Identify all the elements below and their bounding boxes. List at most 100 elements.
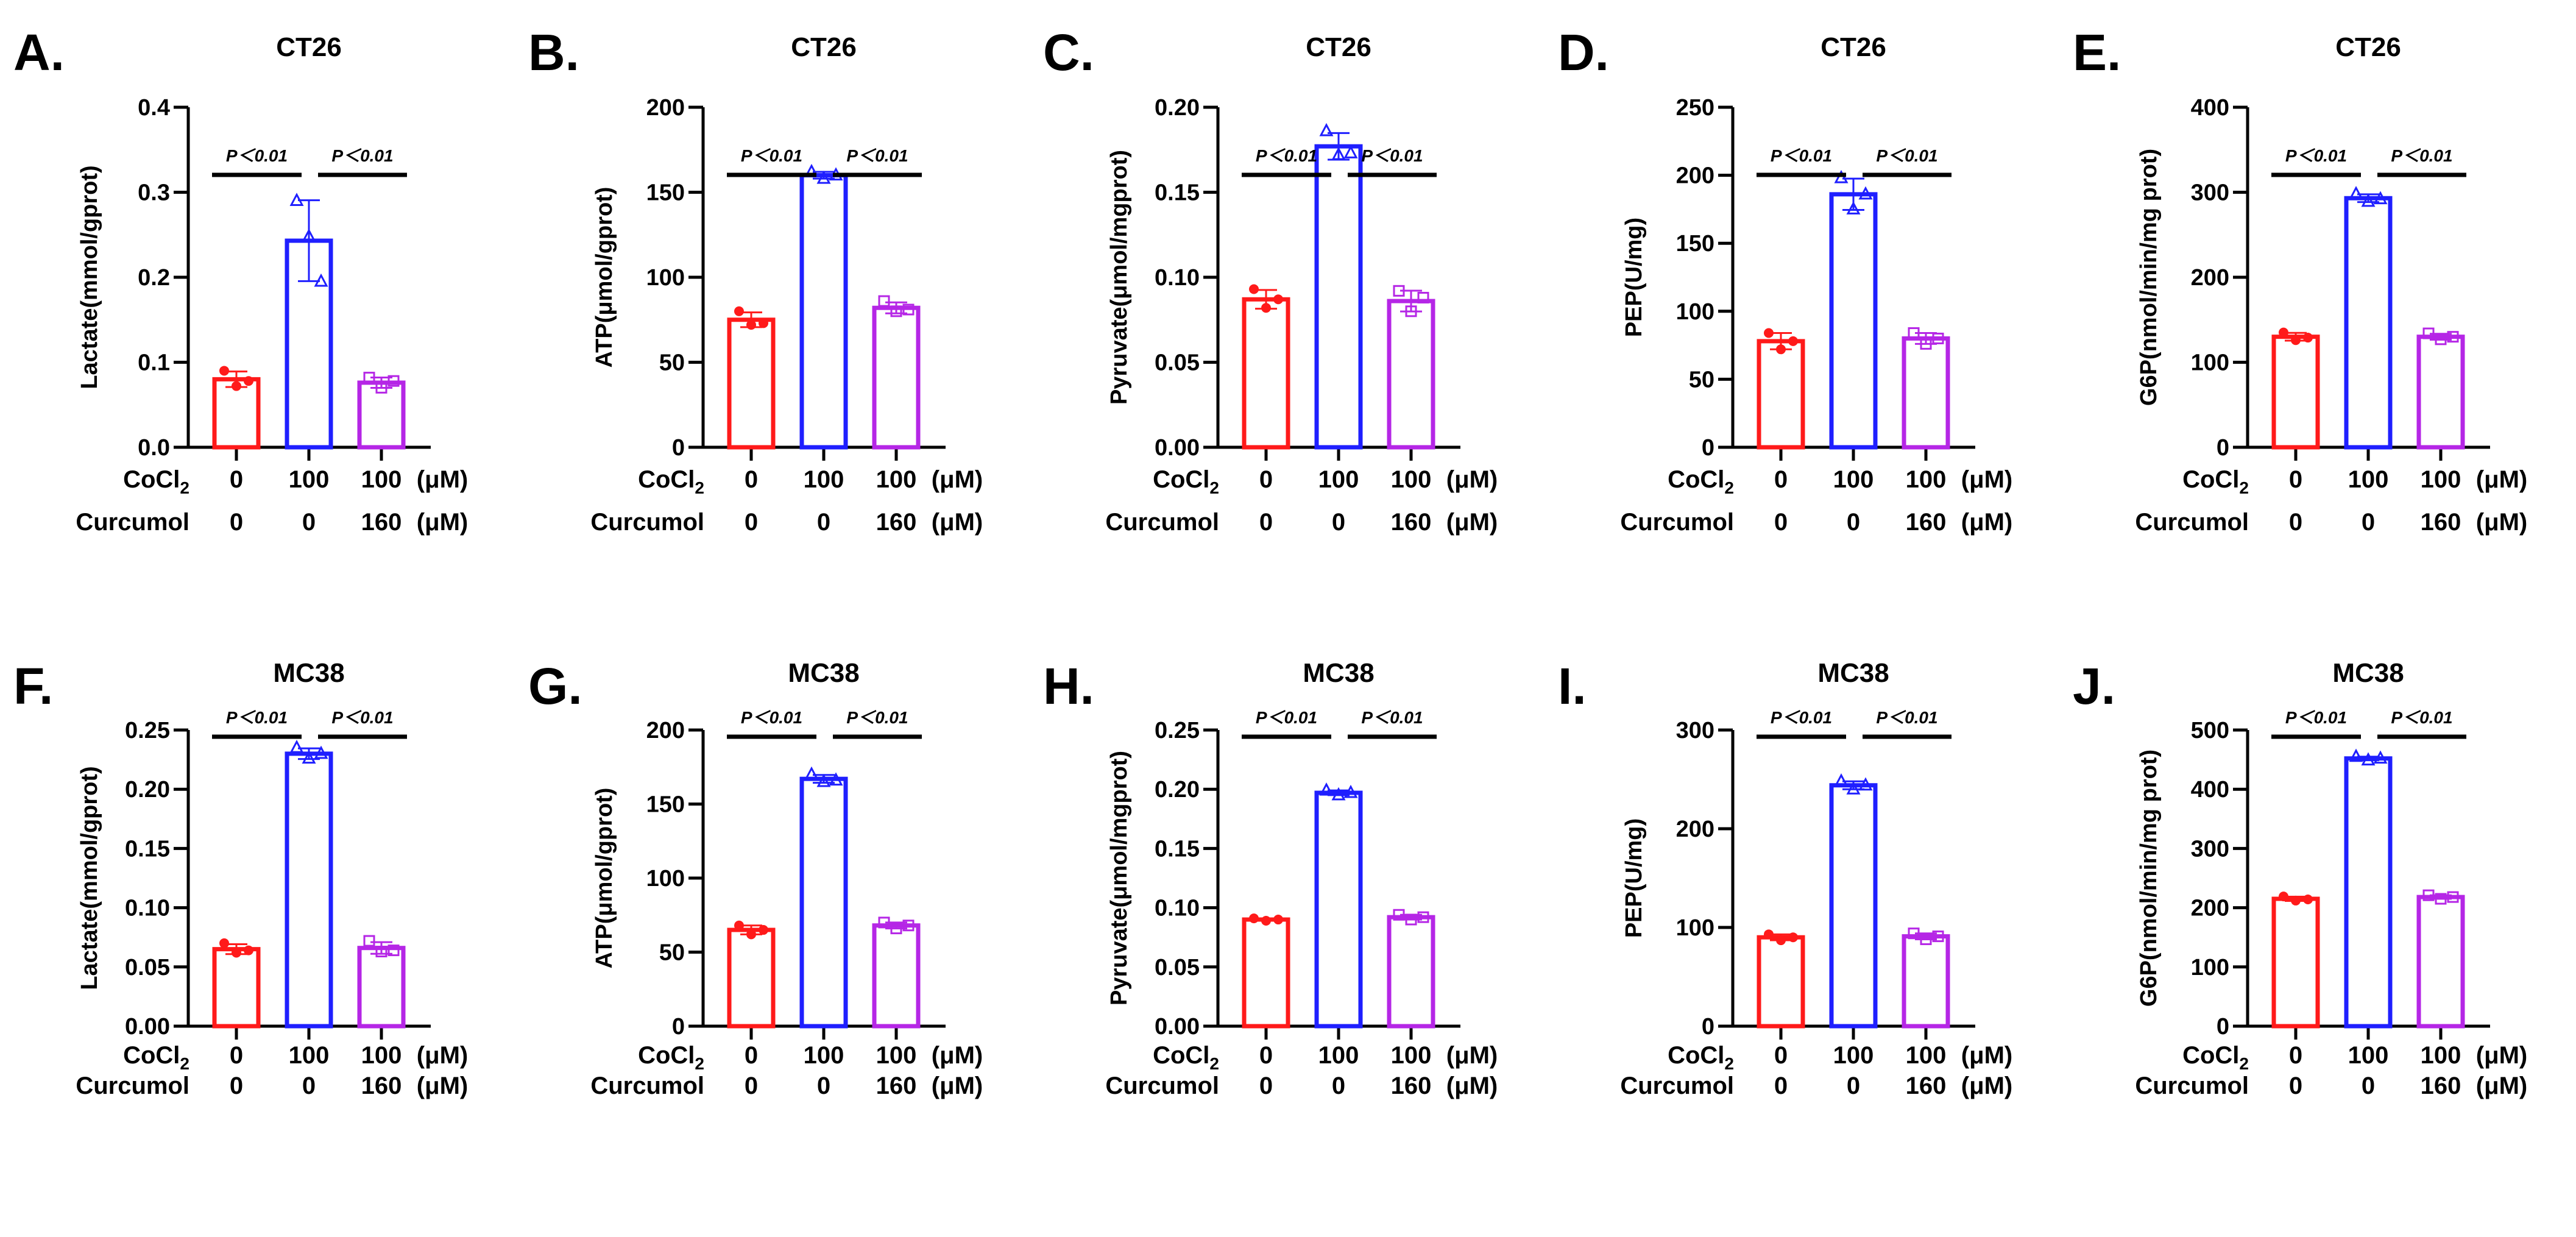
row-label-curcumol: Curcumol xyxy=(1105,509,1219,536)
data-point xyxy=(2349,748,2363,762)
curcumol-value: 0 xyxy=(745,509,758,536)
row-label-cocl2: CoCl2 xyxy=(1668,1042,1734,1073)
unit-label: (μM) xyxy=(417,1072,468,1099)
cocl2-value: 0 xyxy=(2289,1042,2302,1069)
curcumol-value: 0 xyxy=(1259,1072,1273,1099)
bar xyxy=(872,923,921,1029)
row-label-subscript: 2 xyxy=(2239,1054,2249,1073)
data-point xyxy=(363,372,375,384)
data-point xyxy=(1846,781,1861,795)
data-point xyxy=(1932,332,1944,344)
panel-title: CT26 xyxy=(1821,32,1886,62)
row-label-cocl2: CoCl2 xyxy=(123,466,189,497)
row-label-cocl2: CoCl2 xyxy=(2182,1042,2249,1073)
y-tick-label: 400 xyxy=(2191,777,2229,803)
curcumol-value: 160 xyxy=(2421,509,2461,536)
row-label-subscript: 2 xyxy=(180,1054,189,1073)
row-label-curcumol: Curcumol xyxy=(2135,1072,2249,1099)
unit-label: (μM) xyxy=(932,1042,983,1069)
row-label-curcumol: Curcumol xyxy=(1620,509,1734,536)
y-tick-label: 0.15 xyxy=(1155,180,1200,206)
y-tick-label: 0.00 xyxy=(1155,435,1200,461)
row-label-subscript: 2 xyxy=(1209,1054,1219,1073)
cocl2-value: 100 xyxy=(1318,1042,1359,1069)
row-label-main: CoCl xyxy=(2182,466,2239,493)
y-tick-label: 0.20 xyxy=(125,777,170,803)
significance-label: P＜0.01 xyxy=(2285,146,2347,165)
unit-label: (μM) xyxy=(2476,1042,2527,1069)
bar xyxy=(799,776,848,1029)
row-label-cocl2: CoCl2 xyxy=(638,1042,704,1073)
y-tick-label: 0.3 xyxy=(138,180,170,206)
significance-label: P＜0.01 xyxy=(1771,146,1832,165)
y-axis-label: ATP(μmol/gprot) xyxy=(592,187,617,368)
data-point xyxy=(2291,895,2301,906)
y-tick-label: 100 xyxy=(1676,299,1714,325)
significance-label: P＜0.01 xyxy=(741,146,802,165)
data-point xyxy=(1405,913,1417,926)
data-point xyxy=(1776,344,1786,355)
curcumol-value: 160 xyxy=(1391,509,1432,536)
y-tick-label: 250 xyxy=(1676,95,1714,121)
panel-letter: G. xyxy=(528,657,582,715)
cocl2-value: 0 xyxy=(230,466,243,493)
y-axis-label: G6P(nmol/min/mg prot) xyxy=(2136,149,2162,406)
curcumol-value: 160 xyxy=(2421,1072,2461,1099)
y-tick-label: 0.1 xyxy=(138,350,170,376)
data-point xyxy=(878,916,890,929)
data-point xyxy=(1343,145,1358,158)
unit-label: (μM) xyxy=(1446,1072,1498,1099)
y-tick-label: 0.00 xyxy=(1155,1014,1200,1040)
data-point xyxy=(387,375,400,387)
y-axis-label: PEP(U/mg) xyxy=(1621,818,1647,938)
y-tick-label: 100 xyxy=(646,265,685,291)
data-point xyxy=(804,766,819,780)
data-point xyxy=(232,381,241,391)
curcumol-value: 0 xyxy=(1332,509,1345,536)
curcumol-value: 0 xyxy=(2362,1072,2375,1099)
data-point xyxy=(232,948,241,958)
panel-title: MC38 xyxy=(1817,658,1889,688)
panel-letter: H. xyxy=(1043,657,1094,715)
panel-title: CT26 xyxy=(791,32,857,62)
data-point xyxy=(1261,303,1271,313)
y-tick-label: 150 xyxy=(646,180,685,206)
y-tick-label: 500 xyxy=(2191,718,2229,743)
significance-label: P＜0.01 xyxy=(1876,708,1937,727)
data-point xyxy=(1331,787,1346,801)
data-point xyxy=(1405,305,1417,317)
data-point xyxy=(1273,915,1283,925)
unit-label: (μM) xyxy=(1446,1042,1498,1069)
curcumol-value: 0 xyxy=(2289,1072,2302,1099)
data-point xyxy=(375,381,387,394)
y-tick-label: 200 xyxy=(2191,896,2229,921)
panel-letter: I. xyxy=(1558,657,1587,715)
significance-label: P＜0.01 xyxy=(2391,708,2452,727)
data-point xyxy=(1920,933,1932,945)
y-tick-label: 0.05 xyxy=(1155,350,1200,376)
bar xyxy=(727,317,776,450)
row-label-subscript: 2 xyxy=(1724,1054,1734,1073)
row-label-curcumol: Curcumol xyxy=(1105,1072,1219,1099)
data-point xyxy=(1834,169,1849,183)
row-label-cocl2: CoCl2 xyxy=(1153,1042,1219,1073)
data-point xyxy=(2422,889,2435,901)
significance-label: P＜0.01 xyxy=(1876,146,1937,165)
curcumol-value: 0 xyxy=(1847,509,1860,536)
panel-letter: E. xyxy=(2073,24,2121,81)
significance-label: P＜0.01 xyxy=(2285,708,2347,727)
y-tick-label: 0.10 xyxy=(1155,265,1200,291)
panel-f: F. MC38 Lactate(mmol/gprot) 0.00 0.05 0.10 0.1… xyxy=(13,657,468,1099)
data-point xyxy=(1417,291,1429,303)
unit-label: (μM) xyxy=(1961,1042,2012,1069)
data-point xyxy=(746,320,756,330)
unit-label: (μM) xyxy=(932,466,983,493)
unit-label: (μM) xyxy=(2476,466,2527,493)
significance-label: P＜0.01 xyxy=(226,146,288,165)
data-point xyxy=(302,228,316,242)
row-label-main: CoCl xyxy=(1668,1042,1724,1069)
cocl2-value: 100 xyxy=(289,466,330,493)
y-tick-label: 0.05 xyxy=(1155,955,1200,980)
curcumol-value: 0 xyxy=(817,509,830,536)
